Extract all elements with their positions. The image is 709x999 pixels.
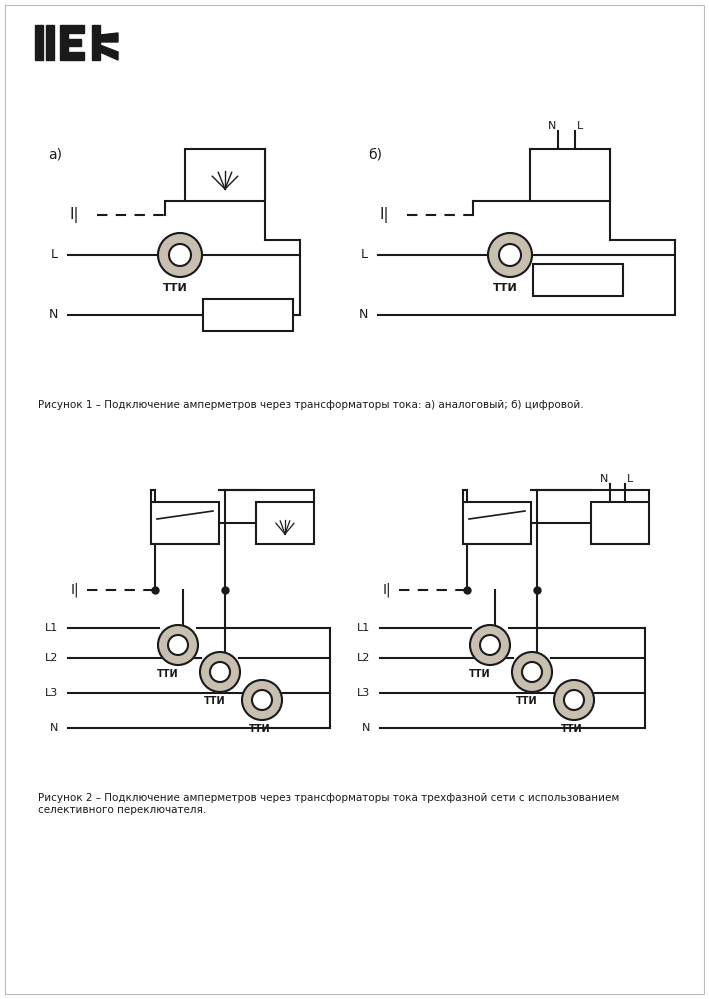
Text: 00: 00 bbox=[548, 165, 576, 185]
Text: N: N bbox=[50, 723, 58, 733]
Bar bbox=[35, 25, 43, 60]
Bar bbox=[68, 52, 84, 60]
Bar bbox=[591, 502, 649, 544]
Text: I|: I| bbox=[382, 582, 391, 597]
Circle shape bbox=[470, 625, 510, 665]
Text: L3: L3 bbox=[195, 514, 206, 524]
Text: б): б) bbox=[368, 148, 382, 162]
Text: Рисунок 1 – Подключение амперметров через трансформаторы тока: а) аналоговый; б): Рисунок 1 – Подключение амперметров чере… bbox=[38, 400, 584, 410]
Text: L3: L3 bbox=[45, 688, 58, 698]
Text: ТТИ: ТТИ bbox=[204, 696, 225, 706]
Text: L: L bbox=[51, 249, 58, 262]
Bar bbox=[68, 25, 84, 33]
Circle shape bbox=[499, 244, 521, 266]
Text: L3: L3 bbox=[357, 688, 370, 698]
Text: L: L bbox=[627, 474, 633, 484]
Text: L1: L1 bbox=[45, 623, 58, 633]
Text: N: N bbox=[359, 309, 368, 322]
Text: L2: L2 bbox=[357, 653, 370, 663]
Circle shape bbox=[522, 662, 542, 682]
Bar bbox=[92, 25, 100, 60]
Circle shape bbox=[252, 690, 272, 710]
Text: L3: L3 bbox=[507, 514, 518, 524]
Text: L2: L2 bbox=[173, 526, 185, 536]
Bar bbox=[463, 502, 531, 544]
Text: ТТИ: ТТИ bbox=[469, 669, 491, 679]
Circle shape bbox=[168, 635, 188, 655]
Circle shape bbox=[242, 680, 282, 720]
Text: N: N bbox=[362, 723, 370, 733]
Text: ТТИ: ТТИ bbox=[249, 724, 271, 734]
Text: L2: L2 bbox=[45, 653, 58, 663]
Text: I|: I| bbox=[70, 582, 79, 597]
Bar bbox=[68, 39, 81, 46]
Circle shape bbox=[480, 635, 500, 655]
Polygon shape bbox=[100, 33, 118, 42]
Circle shape bbox=[158, 233, 202, 277]
Bar bbox=[203, 299, 293, 331]
Text: А: А bbox=[634, 521, 642, 531]
Text: НАГРУЗКА: НАГРУЗКА bbox=[549, 275, 608, 285]
Bar bbox=[151, 502, 219, 544]
Text: N: N bbox=[547, 121, 556, 131]
Bar bbox=[60, 25, 68, 60]
Text: А: А bbox=[588, 173, 596, 186]
Bar bbox=[185, 149, 265, 201]
Circle shape bbox=[210, 662, 230, 682]
Circle shape bbox=[488, 233, 532, 277]
Text: ТТИ: ТТИ bbox=[493, 283, 518, 293]
Text: L1: L1 bbox=[357, 623, 370, 633]
Text: L1: L1 bbox=[160, 514, 171, 524]
Polygon shape bbox=[100, 45, 118, 60]
Bar bbox=[533, 264, 623, 296]
Text: 00: 00 bbox=[601, 514, 623, 532]
Text: Рисунок 2 – Подключение амперметров через трансформаторы тока трехфазной сети с : Рисунок 2 – Подключение амперметров чере… bbox=[38, 793, 619, 814]
Circle shape bbox=[512, 652, 552, 692]
Bar bbox=[530, 149, 610, 201]
Text: N: N bbox=[600, 474, 608, 484]
Circle shape bbox=[200, 652, 240, 692]
Text: N: N bbox=[49, 309, 58, 322]
Text: ТТИ: ТТИ bbox=[157, 669, 179, 679]
Text: I|: I| bbox=[69, 207, 79, 223]
Text: ТТИ: ТТИ bbox=[516, 696, 538, 706]
Text: I|: I| bbox=[379, 207, 389, 223]
Text: L: L bbox=[361, 249, 368, 262]
Text: А: А bbox=[301, 530, 309, 540]
Circle shape bbox=[554, 680, 594, 720]
Text: L1: L1 bbox=[471, 514, 483, 524]
Text: а): а) bbox=[48, 148, 62, 162]
Text: L2: L2 bbox=[485, 526, 497, 536]
Text: НАГРУЗКА: НАГРУЗКА bbox=[218, 310, 277, 320]
Bar bbox=[46, 25, 54, 60]
Text: ТТИ: ТТИ bbox=[162, 283, 187, 293]
Circle shape bbox=[169, 244, 191, 266]
Bar bbox=[256, 502, 314, 544]
Circle shape bbox=[564, 690, 584, 710]
Text: L: L bbox=[577, 121, 584, 131]
Text: А: А bbox=[249, 183, 257, 196]
Circle shape bbox=[158, 625, 198, 665]
Text: ТТИ: ТТИ bbox=[562, 724, 583, 734]
